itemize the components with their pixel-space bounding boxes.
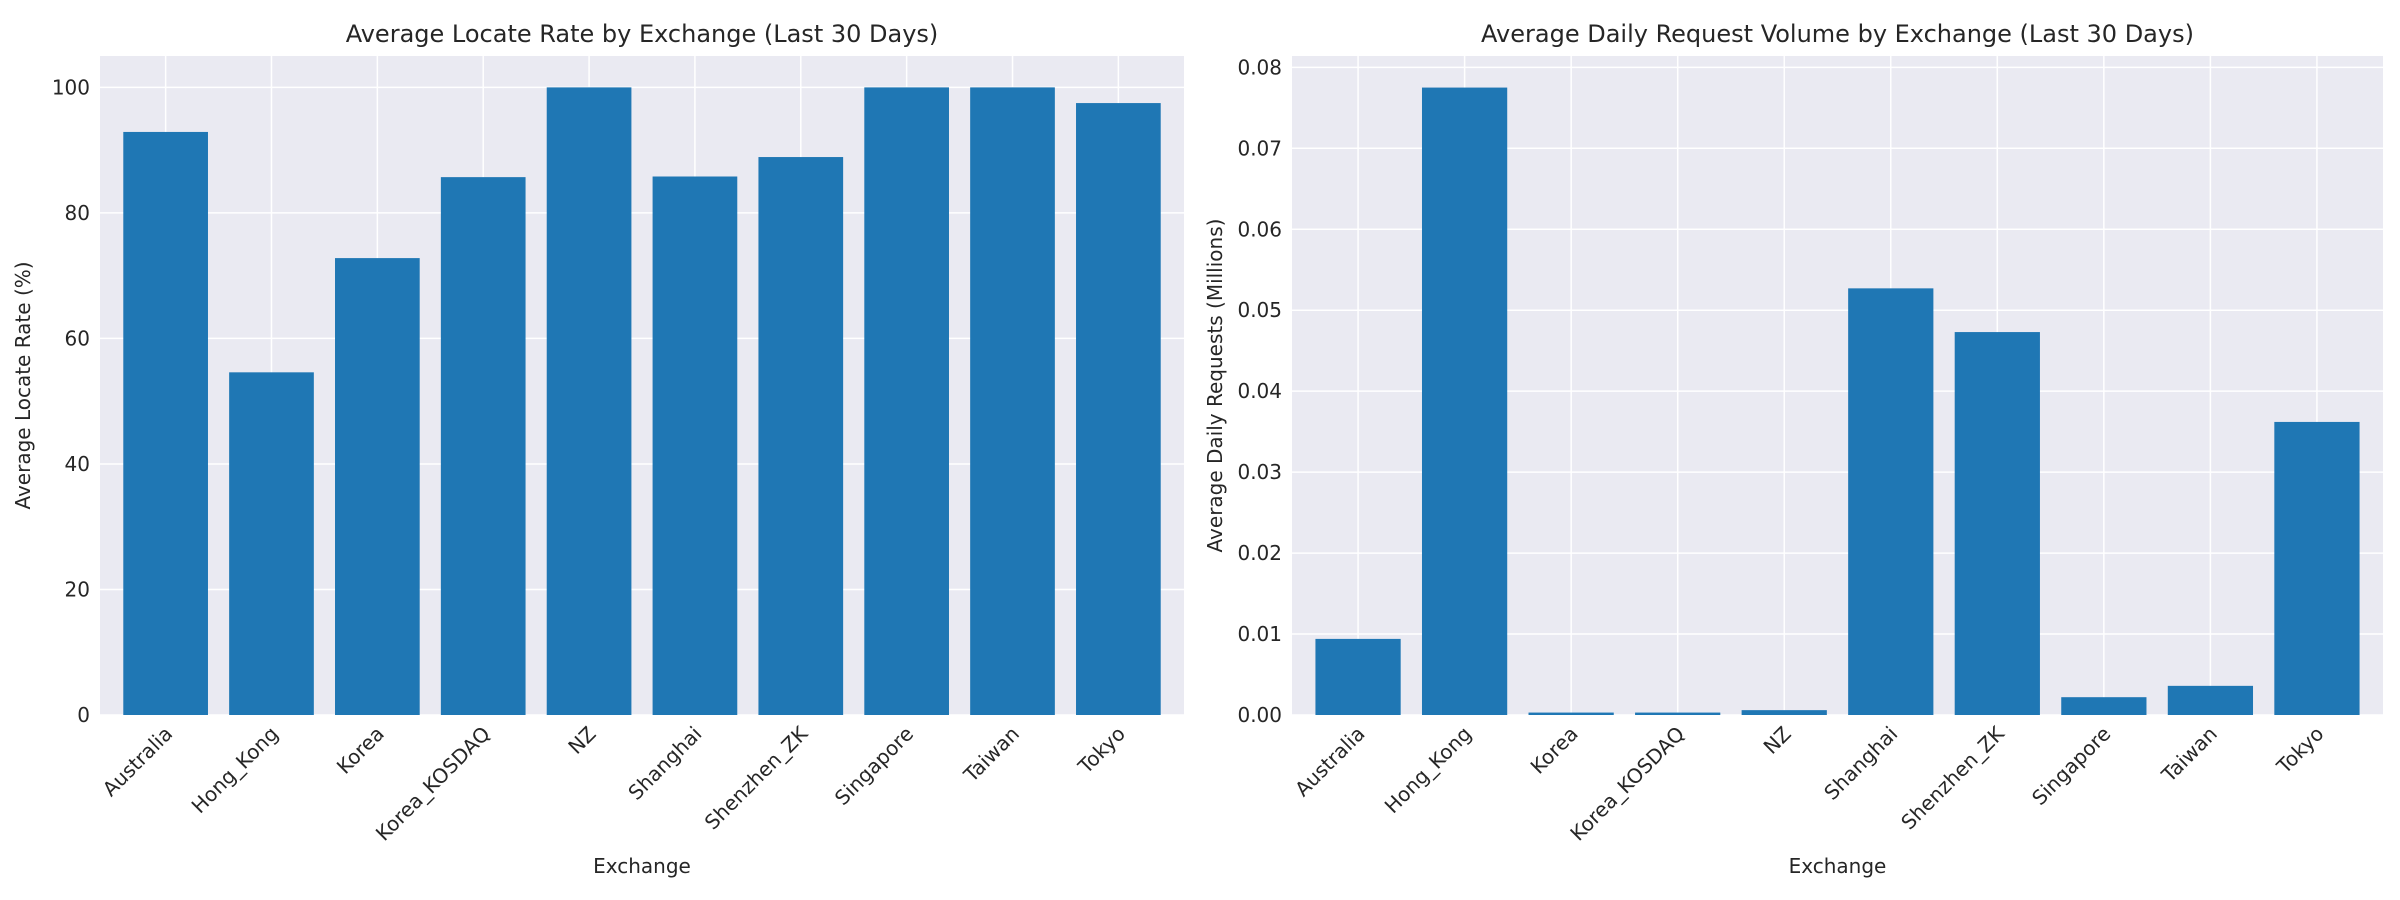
bar-australia [1315,638,1401,715]
x-tick-label: Hong_Kong [1380,722,1476,818]
bar-korea [335,258,420,715]
bar-nz [546,87,632,715]
chart-panel-1: 0 20 40 60 80 100 Australia Hong_Kong KoreaKorea… [11,20,1184,878]
y-tick-label: 0.04 [1237,379,1282,403]
bar-singapore [864,87,949,715]
x-tick-label: Korea [332,722,389,779]
x-tick-label: Australia [98,722,178,802]
x-tick-label: NZ [1759,722,1796,759]
bar-korea [1528,712,1614,715]
y-tick-label: 40 [65,452,90,476]
x-tick-label: Shanghai [1819,722,1902,805]
bar-shenzhen-zk [758,157,844,716]
x-tick-label: Taiwan [2156,722,2222,788]
x-tick-label: Taiwan [958,722,1024,788]
x-tick-label: Korea_KOSDAQ [371,722,495,846]
x-tick-label: Shenzhen_ZK [700,721,813,834]
bar-taiwan [2167,685,2254,715]
chart-title: Average Daily Request Volume by Exchange… [1481,20,2194,48]
x-axis-label: Exchange [1789,854,1887,878]
x-tick-label: Singapore [830,722,918,810]
x-tick-label: Australia [1290,722,1370,802]
y-tick-label: 20 [65,577,90,601]
bar-shanghai [1848,288,1934,715]
bar-singapore [2061,697,2147,715]
bar-shenzhen-zk [1954,332,2040,715]
x-tick-label: NZ [563,722,600,759]
bar-korea-kosdaq [440,177,526,715]
y-axis-label: Average Locate Rate (%) [11,261,35,509]
y-tick-label: 0.06 [1237,217,1282,241]
bar-tokyo [1076,103,1161,716]
x-tick-label: Shenzhen_ZK [1896,721,2009,834]
x-tick-label: Korea_KOSDAQ [1565,722,1689,846]
y-tick-label: 0.03 [1237,460,1282,484]
x-tick-label: Singapore [2027,722,2115,810]
x-tick-label: Korea [1526,722,1583,779]
x-tick-label: Hong_Kong [187,722,283,818]
chart-title: Average Locate Rate by Exchange (Last 30… [346,20,939,48]
chart-panel-2: 0.00 0.01 0.02 0.03 0.04 0.05 0.06 0.07 0.08 Aust… [1203,20,2383,878]
y-tick-label: 0.01 [1237,622,1282,646]
y-tick-label: 0.05 [1237,298,1282,322]
bar-shanghai [652,176,738,715]
y-tick-label: 100 [52,75,90,99]
y-tick-label: 0.07 [1237,136,1282,160]
bar-nz [1741,710,1827,715]
x-tick-label: Tokyo [1073,722,1130,779]
y-tick-label: 0.00 [1237,703,1282,727]
y-tick-label: 0.02 [1237,541,1282,565]
bar-tokyo [2274,421,2360,715]
x-axis-label: Exchange [593,854,691,878]
y-axis-label: Average Daily Requests (Millions) [1203,219,1227,553]
bar-korea-kosdaq [1635,712,1721,715]
x-tick-label: Tokyo [2271,722,2328,779]
y-tick-label: 60 [65,326,90,350]
y-tick-label: 0 [77,703,90,727]
y-tick-label: 0.08 [1237,55,1282,79]
bar-hong-kong [229,372,314,715]
bar-taiwan [970,87,1055,715]
bar-australia [123,131,208,716]
x-tick-label: Shanghai [623,722,706,805]
bar-hong-kong [1421,87,1508,715]
y-tick-label: 80 [65,201,90,225]
